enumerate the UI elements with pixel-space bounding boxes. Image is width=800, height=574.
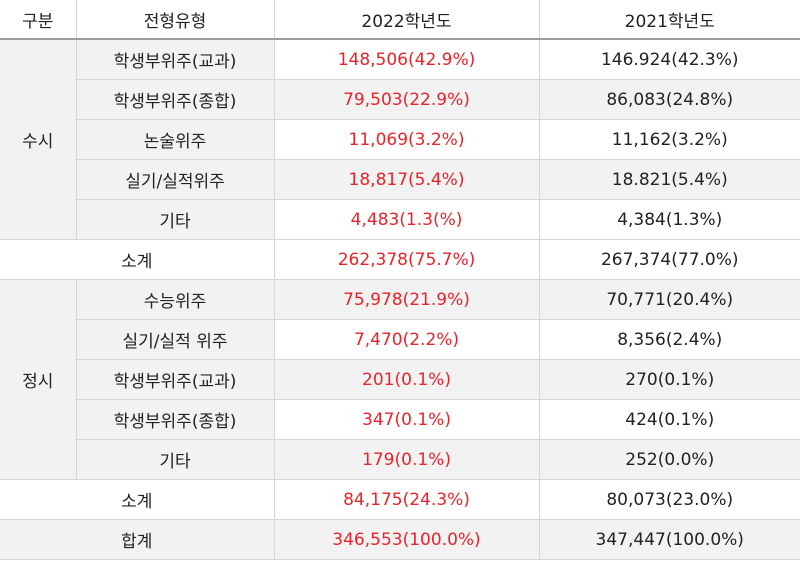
header-type: 전형유형 [75, 0, 275, 40]
table-row: 실기/실적 위주 7,470(2.2%) 8,356(2.4%) [0, 319, 800, 360]
header-category: 구분 [0, 0, 77, 40]
total-row: 합계 346,553(100.0%) 347,447(100.0%) [0, 519, 800, 560]
value-2022: 148,506(42.9%) [273, 38, 540, 80]
value-2022: 4,483(1.3(%) [273, 199, 540, 240]
subtotal-row: 소계 84,175(24.3%) 80,073(23.0%) [0, 479, 800, 520]
value-2021: 4,384(1.3%) [538, 199, 800, 240]
table-row: 실기/실적위주 18,817(5.4%) 18.821(5.4%) [0, 159, 800, 200]
value-2021: 146.924(42.3%) [538, 38, 800, 80]
group-label-jeongsi: 정시 [0, 279, 77, 480]
type-cell: 학생부위주(교과) [76, 359, 275, 400]
value-2022: 347(0.1%) [273, 399, 540, 440]
value-2021: 70,771(20.4%) [538, 279, 800, 320]
table-row: 학생부위주(교과) 201(0.1%) 270(0.1%) [0, 359, 800, 400]
admissions-table: 구분 전형유형 2022학년도 2021학년도 수시 학생부위주(교과) 148… [0, 0, 800, 560]
subtotal-label: 소계 [0, 239, 275, 280]
value-2022: 201(0.1%) [273, 359, 540, 400]
value-2021: 86,083(24.8%) [538, 79, 800, 120]
header-2022: 2022학년도 [273, 0, 540, 40]
value-2022: 179(0.1%) [273, 439, 540, 480]
subtotal-row: 소계 262,378(75.7%) 267,374(77.0%) [0, 239, 800, 280]
table-row: 학생부위주(종합) 79,503(22.9%) 86,083(24.8%) [0, 79, 800, 120]
group-label-susi: 수시 [0, 38, 77, 240]
type-cell: 학생부위주(종합) [76, 79, 275, 120]
subtotal-2021: 80,073(23.0%) [538, 479, 800, 520]
value-2021: 18.821(5.4%) [538, 159, 800, 200]
type-cell: 논술위주 [76, 119, 275, 160]
value-2022: 7,470(2.2%) [273, 319, 540, 360]
table-row: 기타 4,483(1.3(%) 4,384(1.3%) [0, 199, 800, 240]
header-row: 구분 전형유형 2022학년도 2021학년도 [0, 0, 800, 40]
value-2021: 424(0.1%) [538, 399, 800, 440]
value-2021: 11,162(3.2%) [538, 119, 800, 160]
type-cell: 실기/실적 위주 [76, 319, 275, 360]
value-2022: 79,503(22.9%) [273, 79, 540, 120]
subtotal-2022: 84,175(24.3%) [273, 479, 540, 520]
total-label: 합계 [0, 519, 275, 560]
table-row: 학생부위주(종합) 347(0.1%) 424(0.1%) [0, 399, 800, 440]
type-cell: 실기/실적위주 [76, 159, 275, 200]
type-cell: 기타 [76, 439, 275, 480]
table-row: 수시 학생부위주(교과) 148,506(42.9%) 146.924(42.3… [0, 38, 800, 240]
value-2022: 18,817(5.4%) [273, 159, 540, 200]
type-cell: 학생부위주(교과) [75, 38, 275, 80]
total-2021: 347,447(100.0%) [538, 519, 800, 560]
value-2021: 8,356(2.4%) [538, 319, 800, 360]
subtotal-label: 소계 [0, 479, 275, 520]
value-2022: 75,978(21.9%) [273, 279, 540, 320]
total-2022: 346,553(100.0%) [273, 519, 540, 560]
value-2021: 270(0.1%) [538, 359, 800, 400]
type-cell: 학생부위주(종합) [76, 399, 275, 440]
table-row: 기타 179(0.1%) 252(0.0%) [0, 439, 800, 480]
subtotal-2021: 267,374(77.0%) [538, 239, 800, 280]
table-row: 논술위주 11,069(3.2%) 11,162(3.2%) [0, 119, 800, 160]
subtotal-2022: 262,378(75.7%) [273, 239, 540, 280]
header-2021: 2021학년도 [538, 0, 800, 40]
type-cell: 수능위주 [75, 279, 275, 320]
value-2021: 252(0.0%) [538, 439, 800, 480]
type-cell: 기타 [76, 199, 275, 240]
value-2022: 11,069(3.2%) [273, 119, 540, 160]
table-row: 정시 수능위주 75,978(21.9%) 70,771(20.4%) [0, 279, 800, 480]
